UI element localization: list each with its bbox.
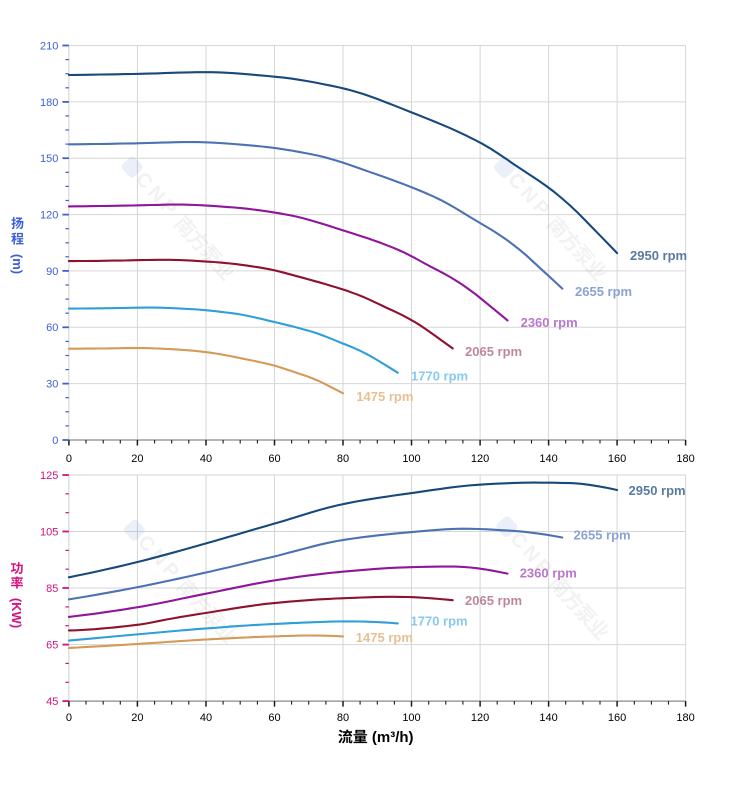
svg-text:0: 0 <box>66 453 72 465</box>
svg-text:105: 105 <box>40 526 58 538</box>
svg-text:120: 120 <box>471 712 489 724</box>
svg-text:(KW): (KW) <box>9 598 24 628</box>
svg-text:210: 210 <box>40 40 58 52</box>
svg-text:45: 45 <box>46 696 58 708</box>
svg-text:80: 80 <box>337 712 349 724</box>
svg-text:80: 80 <box>337 453 349 465</box>
svg-text:0: 0 <box>66 712 72 724</box>
svg-text:2065 rpm: 2065 rpm <box>465 344 522 359</box>
svg-text:(m): (m) <box>10 254 25 274</box>
svg-text:60: 60 <box>268 712 280 724</box>
svg-text:2655 rpm: 2655 rpm <box>574 528 631 543</box>
svg-text:2360 rpm: 2360 rpm <box>520 566 577 581</box>
svg-text:150: 150 <box>40 153 58 165</box>
svg-text:2950 rpm: 2950 rpm <box>629 483 686 498</box>
svg-text:85: 85 <box>46 583 58 595</box>
svg-text:125: 125 <box>40 470 58 482</box>
svg-text:20: 20 <box>131 453 143 465</box>
svg-text:0: 0 <box>52 435 58 447</box>
svg-text:1770 rpm: 1770 rpm <box>411 369 468 384</box>
svg-text:1770 rpm: 1770 rpm <box>411 614 468 629</box>
svg-text:60: 60 <box>268 453 280 465</box>
svg-text:90: 90 <box>46 266 58 278</box>
svg-text:60: 60 <box>46 322 58 334</box>
svg-text:2655 rpm: 2655 rpm <box>575 284 632 299</box>
svg-text:20: 20 <box>131 712 143 724</box>
svg-text:140: 140 <box>539 712 557 724</box>
svg-text:30: 30 <box>46 379 58 391</box>
svg-text:180: 180 <box>676 453 694 465</box>
svg-text:120: 120 <box>471 453 489 465</box>
svg-text:(m³/h): (m³/h) <box>372 729 414 746</box>
svg-text:2360 rpm: 2360 rpm <box>521 315 578 330</box>
svg-text:40: 40 <box>200 453 212 465</box>
svg-text:160: 160 <box>608 453 626 465</box>
svg-text:100: 100 <box>402 453 420 465</box>
svg-text:1475 rpm: 1475 rpm <box>356 389 413 404</box>
svg-text:2950 rpm: 2950 rpm <box>630 248 687 263</box>
svg-text:1475 rpm: 1475 rpm <box>356 630 413 645</box>
svg-text:180: 180 <box>40 97 58 109</box>
svg-text:120: 120 <box>40 210 58 222</box>
svg-text:160: 160 <box>608 712 626 724</box>
svg-text:2065 rpm: 2065 rpm <box>465 593 522 608</box>
svg-text:100: 100 <box>402 712 420 724</box>
svg-text:65: 65 <box>46 640 58 652</box>
svg-text:140: 140 <box>539 453 557 465</box>
svg-text:180: 180 <box>676 712 694 724</box>
svg-text:40: 40 <box>200 712 212 724</box>
